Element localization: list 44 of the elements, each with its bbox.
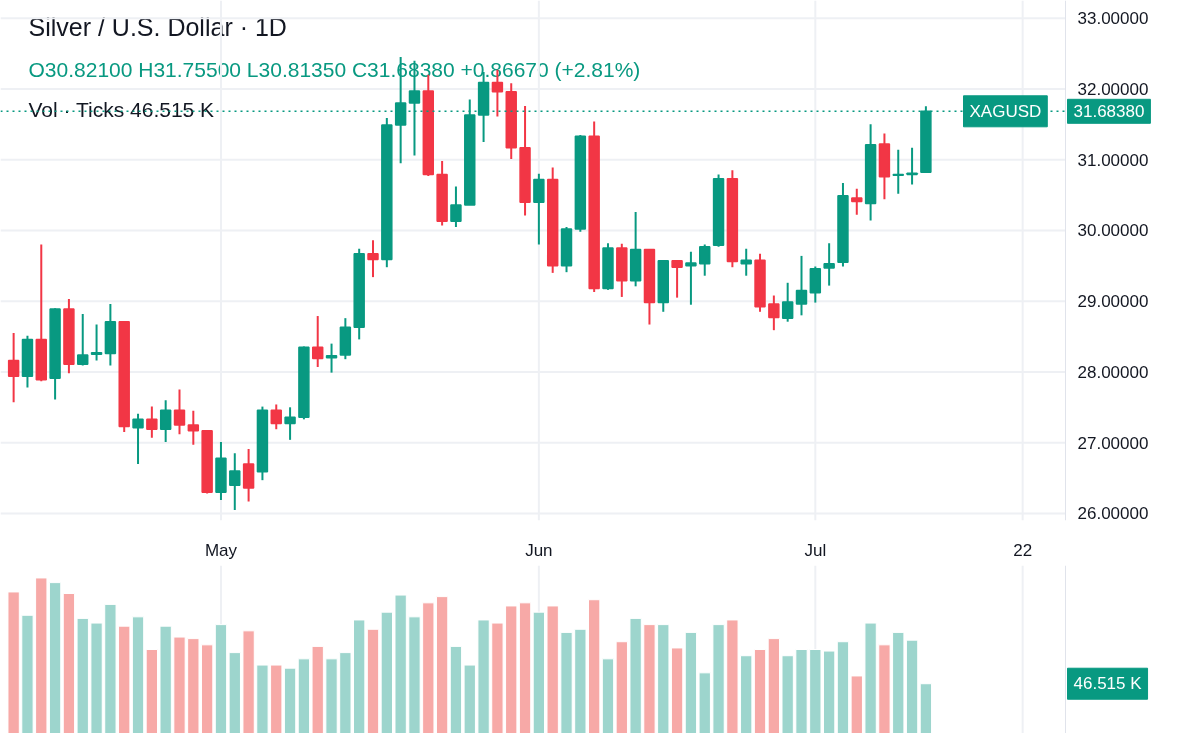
candlestick	[325, 342, 338, 374]
candlestick	[311, 315, 324, 368]
candlestick	[892, 148, 904, 195]
y-tick-label: 31.00000	[1077, 150, 1149, 170]
y-tick-label: 26.00000	[1077, 504, 1149, 524]
candlestick	[159, 399, 172, 443]
y-tick-label: 28.00000	[1077, 362, 1149, 382]
candlestick	[146, 405, 158, 439]
y-tick-label: 30.00000	[1077, 221, 1149, 241]
annotation: Vol · Ticks 46.515 K	[28, 97, 215, 121]
y-tick-label: 29.00000	[1077, 292, 1149, 312]
x-tick-label: Jun	[525, 540, 553, 560]
candlestick	[740, 247, 752, 277]
y-tick-label: 27.00000	[1077, 433, 1149, 453]
y-tick-label: 33.00000	[1077, 9, 1149, 29]
candlestick	[906, 146, 918, 186]
candlestick	[90, 323, 103, 362]
candlestick	[699, 243, 711, 277]
candlestick	[685, 250, 697, 306]
ref-line-label: XAGUSD	[969, 101, 1042, 121]
x-tick-label: May	[204, 540, 238, 560]
x-tick-label: 22	[1013, 540, 1033, 560]
text: 46.515 K	[1073, 674, 1143, 694]
candlestick	[795, 254, 808, 317]
candlestick	[450, 185, 462, 228]
candlestick	[823, 242, 835, 287]
text: 31.68380	[1073, 102, 1145, 122]
candlestick	[187, 409, 200, 446]
candlestick	[173, 388, 186, 436]
candlestick	[533, 172, 545, 246]
candlestick	[229, 452, 241, 511]
candlestick	[768, 294, 780, 332]
candlestick	[367, 239, 379, 279]
candlestick	[851, 187, 863, 216]
candlestick	[671, 259, 683, 299]
x-tick-label: Jul	[804, 540, 827, 560]
candlestick	[284, 406, 296, 441]
candlestick	[132, 412, 144, 465]
candlestick	[77, 312, 89, 367]
candlestick	[7, 332, 20, 404]
y-tick-label: 32.00000	[1077, 79, 1149, 99]
candlestick	[781, 281, 794, 323]
bar	[919, 683, 933, 733]
candlestick	[270, 403, 282, 431]
